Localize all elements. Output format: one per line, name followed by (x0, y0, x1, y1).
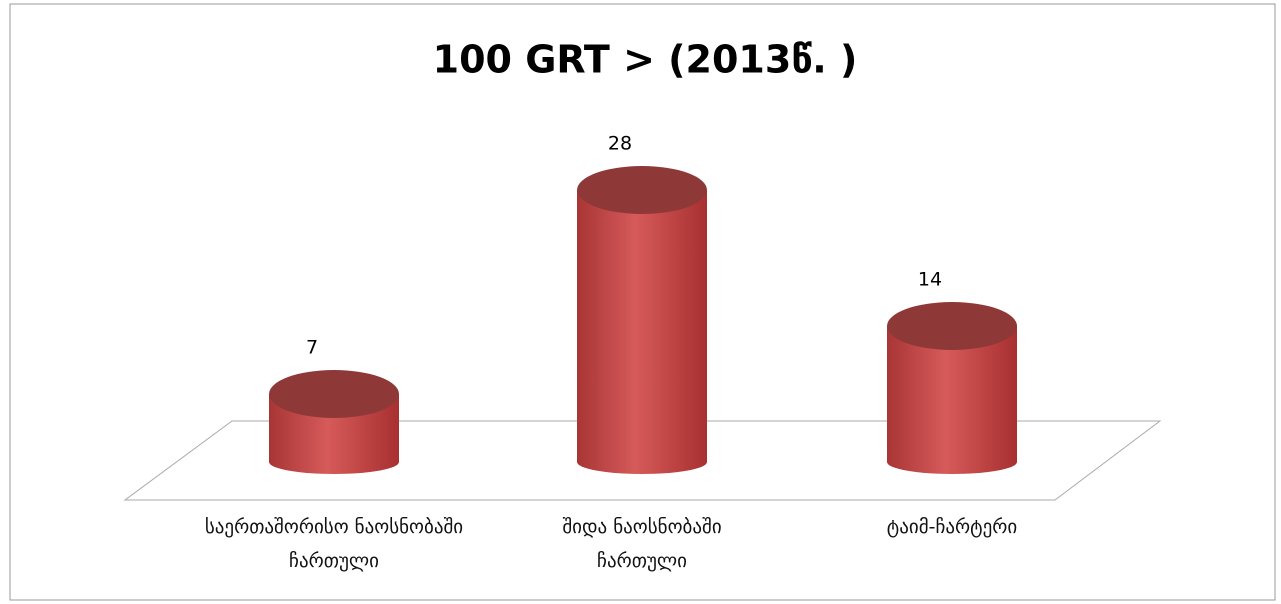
x-tick-label: შიდა ნაოსნობაში ჩართული (562, 516, 722, 572)
value-label: 14 (918, 269, 942, 291)
cylinder-top (269, 370, 399, 418)
value-label: 7 (306, 337, 318, 359)
cylinder-body (887, 326, 1017, 474)
x-tick-label: ტაიმ-ჩარტერი (886, 516, 1018, 538)
cylinder-top (887, 302, 1017, 350)
value-label: 28 (608, 133, 632, 155)
chart-title: 100 GRT > (2013წ. ) (433, 38, 858, 82)
cylinder-top (577, 166, 707, 214)
x-tick-label: საერთაშორისო ნაოსნობაში ჩართული (204, 516, 464, 572)
cylinder-body (577, 190, 707, 474)
